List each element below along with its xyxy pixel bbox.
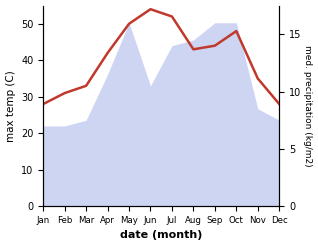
- Y-axis label: max temp (C): max temp (C): [5, 70, 16, 142]
- X-axis label: date (month): date (month): [120, 231, 203, 240]
- Y-axis label: med. precipitation (kg/m2): med. precipitation (kg/m2): [303, 45, 313, 167]
